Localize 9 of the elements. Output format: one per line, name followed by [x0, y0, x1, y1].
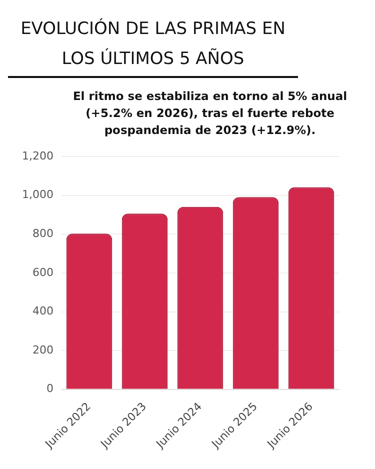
y-tick-label: 1,000	[22, 188, 54, 202]
chart-subtitle: El ritmo se estabiliza en torno al 5% anual (+5.2% en 2026), tras el fuerte rebote pospandemia de 2023 (+12.9%).	[72, 88, 348, 139]
y-tick-label: 0	[46, 382, 54, 396]
y-tick-label: 200	[32, 343, 54, 356]
chart-title: EVOLUCIÓN DE LAS PRIMAS EN LOS ÚLTIMOS 5 AÑOS	[8, 14, 298, 78]
y-tick-label: 1,200	[22, 149, 54, 162]
y-tick-label: 400	[32, 304, 54, 318]
y-tick-label: 600	[32, 266, 54, 279]
y-tick-label: 800	[32, 227, 54, 240]
